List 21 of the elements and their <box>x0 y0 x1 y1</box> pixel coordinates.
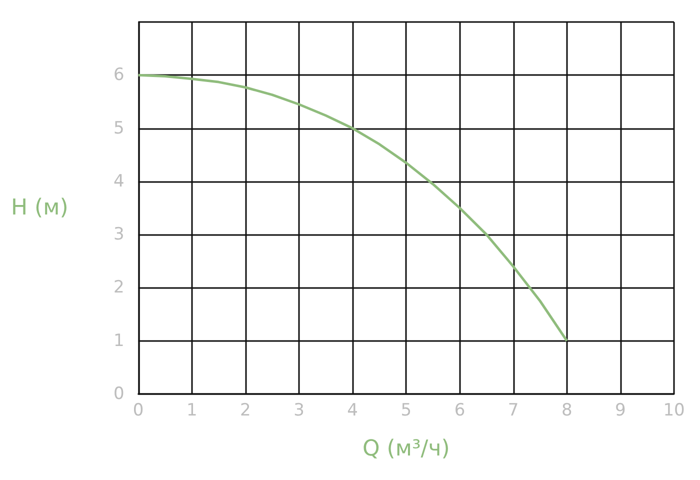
y-tick-label: 2 <box>113 278 124 298</box>
y-tick-label: 6 <box>113 65 124 86</box>
x-tick-label: 6 <box>454 400 466 420</box>
y-tick-label: 5 <box>113 118 124 138</box>
y-tick-label: 4 <box>113 171 124 192</box>
line-series <box>137 74 568 342</box>
x-tick-label: 10 <box>663 400 685 420</box>
x-tick-label: 1 <box>186 400 198 420</box>
x-tick-label: 3 <box>294 400 304 420</box>
x-tick-label: 9 <box>615 400 626 420</box>
y-tick-label: 0 <box>113 384 124 404</box>
x-tick-label: 8 <box>561 400 572 420</box>
x-tick-label: 4 <box>347 400 358 420</box>
x-axis-title: Q (м³/ч) <box>362 436 450 462</box>
y-axis-title: H (м) <box>10 196 68 220</box>
x-tick-label: 7 <box>508 400 519 420</box>
x-tick-label: 2 <box>240 400 251 420</box>
y-tick-label: 1 <box>113 330 124 351</box>
x-tick-label: 0 <box>132 400 144 420</box>
x-tick-label: 5 <box>400 400 412 420</box>
y-tick-label: 3 <box>113 224 124 245</box>
